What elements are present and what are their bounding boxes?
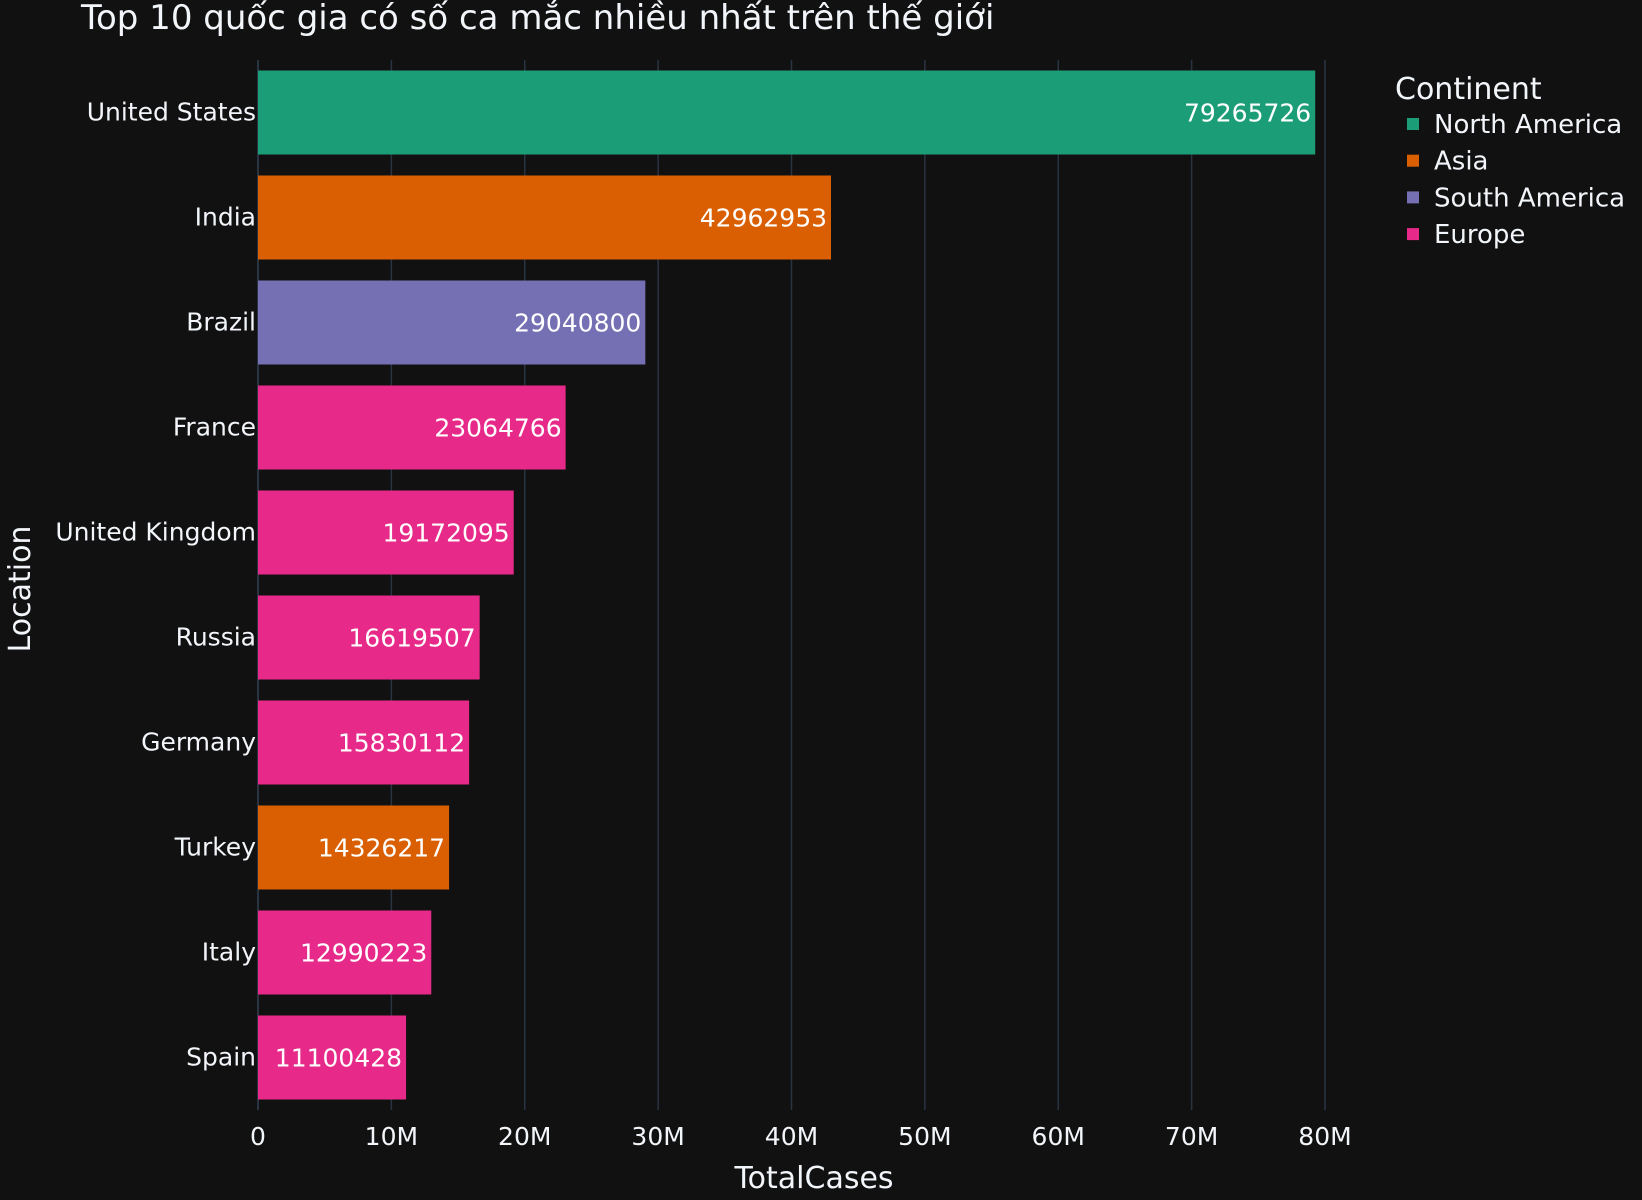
x-tick-label: 20M [498, 1122, 551, 1151]
bar [258, 910, 432, 995]
bar-value-label: 19172095 [382, 519, 509, 548]
x-tick-label: 0 [250, 1122, 266, 1151]
bar-value-label: 16619507 [348, 624, 475, 653]
x-tick-label: 70M [1165, 1122, 1218, 1151]
chart-title: Top 10 quốc gia có số ca mắc nhiều nhất … [80, 0, 994, 38]
x-tick-label: 30M [631, 1122, 684, 1151]
bar-value-label: 12990223 [300, 939, 427, 968]
x-tick-label: 10M [365, 1122, 418, 1151]
bars: 79265726 42962953 29040800 23064766 19172095… [258, 70, 1316, 1100]
bar-value-label: 79265726 [1184, 99, 1311, 128]
x-tick-label: 80M [1298, 1122, 1351, 1151]
bar-value-label: 14326217 [318, 834, 445, 863]
y-tick-label: Germany [141, 728, 256, 757]
bar [258, 805, 450, 890]
legend-entry-label[interactable]: North America [1434, 110, 1622, 140]
y-tick-label: United Kingdom [55, 518, 256, 547]
bar-value-label: 15830112 [338, 729, 465, 758]
y-tick-label: Spain [186, 1043, 256, 1072]
legend-entry-label[interactable]: Europe [1434, 220, 1525, 250]
y-axis-title: Location [3, 526, 38, 653]
x-tick-label: 60M [1032, 1122, 1085, 1151]
x-axis-tick-labels: 0 10M 20M 30M 40M 50M 60M 70M 80M [250, 1122, 1352, 1151]
bar-value-label: 29040800 [514, 309, 641, 338]
legend-entry-label[interactable]: Asia [1434, 147, 1489, 177]
bar [258, 70, 1316, 155]
x-tick-label: 40M [765, 1122, 818, 1151]
y-tick-label: France [173, 413, 256, 442]
y-tick-label: Russia [176, 623, 256, 652]
y-tick-label: Italy [202, 938, 256, 967]
y-tick-label: India [195, 203, 256, 232]
legend-swatch[interactable] [1407, 191, 1419, 204]
x-axis-title: TotalCases [733, 1161, 893, 1196]
legend-swatch[interactable] [1407, 118, 1419, 130]
bar-value-label: 11100428 [275, 1044, 402, 1073]
bar-value-label: 23064766 [434, 414, 561, 443]
legend-entry-label[interactable]: South America [1434, 183, 1625, 213]
y-tick-label: Brazil [186, 308, 256, 337]
y-tick-label: Turkey [174, 833, 257, 862]
bar [258, 700, 470, 785]
legend: North America Asia South America Europe [1407, 110, 1625, 250]
bar-value-label: 42962953 [700, 204, 827, 233]
legend-swatch[interactable] [1407, 154, 1419, 167]
bar [258, 385, 566, 470]
x-tick-label: 50M [898, 1122, 951, 1151]
bar [258, 1015, 407, 1100]
legend-swatch[interactable] [1407, 228, 1419, 241]
bar [258, 490, 514, 575]
legend-title: Continent [1395, 72, 1542, 107]
bar [258, 175, 832, 260]
bar [258, 595, 480, 680]
bar [258, 280, 646, 365]
y-tick-label: United States [87, 98, 256, 127]
y-axis-tick-labels: United States India Brazil France United Kin… [55, 98, 256, 1072]
